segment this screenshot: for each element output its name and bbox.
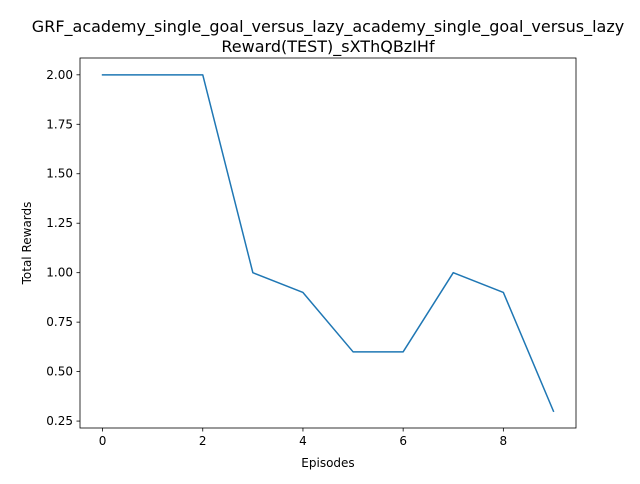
x-tick-label: 8 (500, 434, 508, 448)
x-tick-label: 6 (399, 434, 407, 448)
y-tick-label: 0.75 (46, 315, 73, 329)
x-axis-label: Episodes (301, 456, 354, 470)
y-tick-label: 1.75 (46, 117, 73, 131)
y-axis-label: Total Rewards (20, 202, 34, 286)
chart-title-line-2: Reward(TEST)_sXThQBzIHf (221, 37, 435, 57)
plot-frame (79, 57, 577, 429)
x-tick-label: 0 (99, 434, 107, 448)
x-axis-ticks: 0 2 4 6 8 (99, 428, 507, 448)
y-tick-label: 0.25 (46, 414, 73, 428)
x-tick-label: 2 (199, 434, 207, 448)
y-axis-ticks: 0.25 0.50 0.75 1.00 1.25 1.50 1.75 2.00 (46, 68, 80, 428)
y-tick-label: 1.50 (46, 167, 73, 181)
y-tick-label: 2.00 (46, 68, 73, 82)
y-tick-label: 1.00 (46, 266, 73, 280)
x-tick-label: 4 (299, 434, 307, 448)
plot-area (79, 57, 577, 429)
y-tick-label: 1.25 (46, 216, 73, 230)
chart-title-line-1: GRF_academy_single_goal_versus_lazy_acad… (32, 17, 624, 37)
y-tick-label: 0.50 (46, 365, 73, 379)
series-line-0 (101, 74, 555, 413)
